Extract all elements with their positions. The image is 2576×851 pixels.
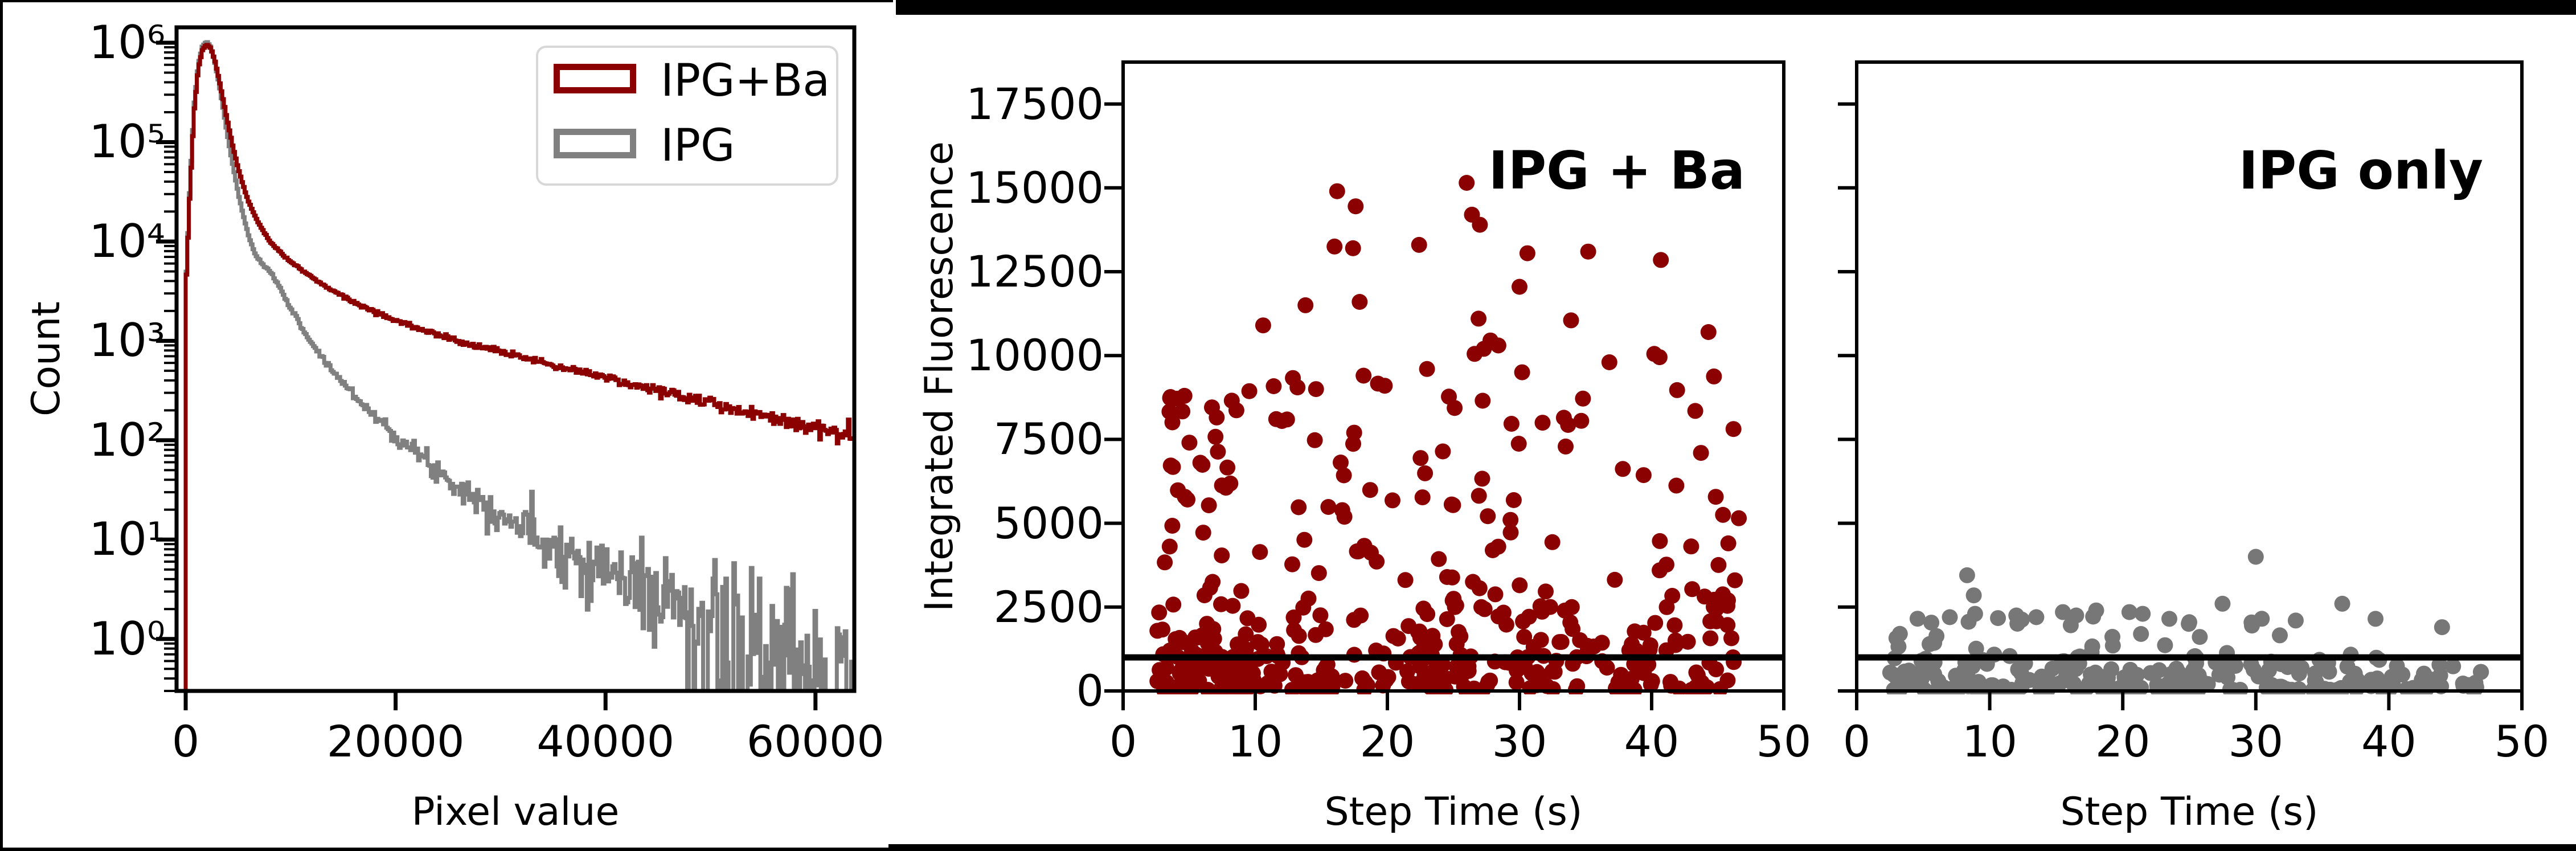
x-tick-label: 0 — [1842, 716, 1871, 767]
x-tick-label: 20 — [1359, 716, 1415, 767]
scatter-panel-ipg-ba — [1104, 60, 1785, 710]
hist-curve-IPG+Ba — [183, 43, 854, 691]
scatter-points — [1882, 549, 2489, 694]
left-black-border — [0, 0, 3, 851]
x-tick-label: 20 — [2095, 716, 2151, 767]
y-tick-label: 5000 — [993, 497, 1104, 549]
x-tick-label: 40 — [2361, 716, 2417, 767]
bottom-black-bar — [888, 844, 2576, 851]
x-tick-label: 40000 — [537, 716, 675, 767]
y-tick-label: 10² — [89, 413, 165, 467]
legend: IPG+Ba IPG — [536, 46, 838, 186]
x-tick-label: 30 — [1492, 716, 1547, 767]
x-tick-label: 10 — [1962, 716, 2017, 767]
x-tick-label: 60000 — [746, 716, 884, 767]
y-tick-label: 10000 — [966, 330, 1104, 381]
x-tick-label: 10 — [1227, 716, 1283, 767]
y-tick-label: 10³ — [89, 314, 165, 367]
x-tick-label: 0 — [171, 716, 200, 767]
top-black-bar — [896, 0, 2576, 15]
y-tick-label: 7500 — [993, 414, 1104, 465]
y-tick-label: 10¹ — [89, 513, 165, 566]
x-tick-label: 20000 — [326, 716, 465, 767]
left-figure-bottom-border — [0, 848, 888, 851]
y-tick-label: 17500 — [966, 78, 1104, 129]
y-tick-label: 15000 — [966, 162, 1104, 213]
legend-swatch-ipg — [554, 129, 636, 158]
axes-frame — [1121, 60, 1785, 693]
scatter-ipgonly-x-axis-label: Step Time (s) — [2060, 789, 2319, 834]
x-tick-label: 0 — [1109, 716, 1137, 767]
x-tick-label: 40 — [1624, 716, 1680, 767]
legend-swatch-ipg-ba — [554, 64, 636, 93]
x-tick-label: 50 — [1756, 716, 1812, 767]
y-tick-label: 10⁶ — [89, 16, 165, 69]
y-tick-label: 10⁰ — [89, 612, 165, 665]
y-tick-label: 10⁴ — [89, 214, 165, 268]
legend-label-ipg-ba: IPG+Ba — [661, 55, 830, 107]
legend-label-ipg: IPG — [661, 120, 735, 171]
y-tick-label: 12500 — [966, 246, 1104, 297]
hist-curve-IPG — [183, 40, 854, 693]
x-tick-label: 50 — [2494, 716, 2550, 767]
hist-axes-frame — [174, 25, 857, 693]
panel-title-ipg-only: IPG only — [2238, 140, 2483, 201]
x-tick-label: 30 — [2228, 716, 2284, 767]
y-tick-label: 10⁵ — [89, 115, 165, 169]
scatter-points — [1149, 175, 1747, 694]
axes-frame — [1855, 60, 2524, 693]
scatter-ipgba-x-axis-label: Step Time (s) — [1324, 789, 1583, 834]
histogram-panel — [156, 25, 857, 710]
left-figure-top-border — [0, 0, 893, 2]
y-tick-label: 0 — [1076, 665, 1104, 716]
y-tick-label: 2500 — [993, 581, 1104, 632]
scatter-panel-ipg-only — [1838, 60, 2524, 710]
hist-x-axis-label: Pixel value — [411, 789, 620, 834]
panel-title-ipg-ba: IPG + Ba — [1488, 140, 1745, 201]
